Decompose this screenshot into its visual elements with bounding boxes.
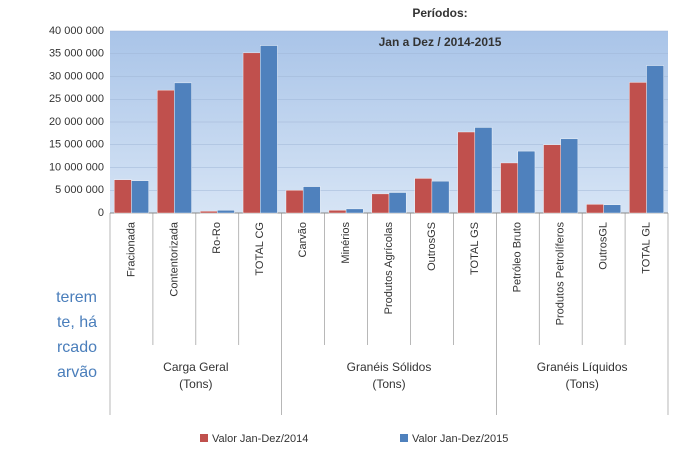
y-tick-label: 15 000 000 xyxy=(49,139,104,151)
y-tick-label: 25 000 000 xyxy=(49,93,104,105)
side-text: rcado xyxy=(57,339,97,356)
y-tick-label: 20 000 000 xyxy=(49,116,104,128)
y-tick-label: 10 000 000 xyxy=(49,161,104,173)
bar xyxy=(285,190,304,214)
bar xyxy=(174,82,192,214)
bar xyxy=(500,162,518,214)
x-tick-label: Carvão xyxy=(297,222,309,257)
bar xyxy=(586,204,604,214)
y-tick-label: 30 000 000 xyxy=(49,70,104,82)
bar xyxy=(388,192,407,214)
legend-swatch xyxy=(400,434,408,442)
bar xyxy=(603,204,621,214)
bar xyxy=(131,180,149,214)
legend-swatch xyxy=(200,434,208,442)
chart-title: Períodos: xyxy=(412,6,467,20)
x-tick-label: OutrosGS xyxy=(426,222,438,271)
x-tick-label: Produtos Agrícolas xyxy=(383,222,395,315)
bar xyxy=(114,179,132,214)
y-tick-label: 40 000 000 xyxy=(49,25,104,37)
bar xyxy=(431,180,450,214)
x-tick-label: Minérios xyxy=(340,222,352,264)
x-tick-label: Ro-Ro xyxy=(211,222,223,254)
bar xyxy=(457,131,476,214)
bar xyxy=(157,89,175,214)
bar xyxy=(629,82,647,214)
x-tick-label: Petróleo Bruto xyxy=(512,222,524,292)
bar xyxy=(543,144,561,214)
x-tick-label: Contentorizada xyxy=(168,221,180,296)
bar xyxy=(242,52,261,214)
bar xyxy=(260,45,278,214)
x-tick-label: TOTAL GL xyxy=(640,222,652,274)
group-label: (Tons) xyxy=(372,377,405,391)
legend-label: Valor Jan-Dez/2014 xyxy=(212,433,308,445)
side-text: terem xyxy=(56,289,97,306)
group-label: Granéis Líquidos xyxy=(537,360,628,374)
x-tick-label: Produtos Petrolíferos xyxy=(555,222,567,326)
bar xyxy=(414,178,433,214)
bar xyxy=(646,65,664,214)
bar xyxy=(199,210,218,214)
bar xyxy=(345,208,364,214)
group-label: (Tons) xyxy=(565,377,598,391)
side-text: arvão xyxy=(57,364,97,381)
bar xyxy=(328,210,347,214)
x-tick-label: TOTAL GS xyxy=(469,222,481,275)
bar xyxy=(474,127,493,214)
bar xyxy=(517,150,536,214)
bar xyxy=(302,186,321,214)
x-tick-label: TOTAL CG xyxy=(254,222,266,276)
bar xyxy=(371,193,390,214)
group-label: Carga Geral xyxy=(163,360,228,374)
x-tick-label: Fracionada xyxy=(125,221,137,277)
group-label: (Tons) xyxy=(179,377,212,391)
bar xyxy=(560,138,579,214)
y-tick-label: 35 000 000 xyxy=(49,48,104,60)
legend-label: Valor Jan-Dez/2015 xyxy=(412,433,508,445)
bar xyxy=(217,210,235,214)
y-tick-label: 5 000 000 xyxy=(55,184,104,196)
group-label: Granéis Sólidos xyxy=(347,360,432,374)
y-tick-label: 0 xyxy=(98,207,104,219)
side-text: te, há xyxy=(57,314,97,331)
chart-subtitle: Jan a Dez / 2014-2015 xyxy=(379,35,502,49)
x-tick-label: OutrosGL xyxy=(598,222,610,270)
